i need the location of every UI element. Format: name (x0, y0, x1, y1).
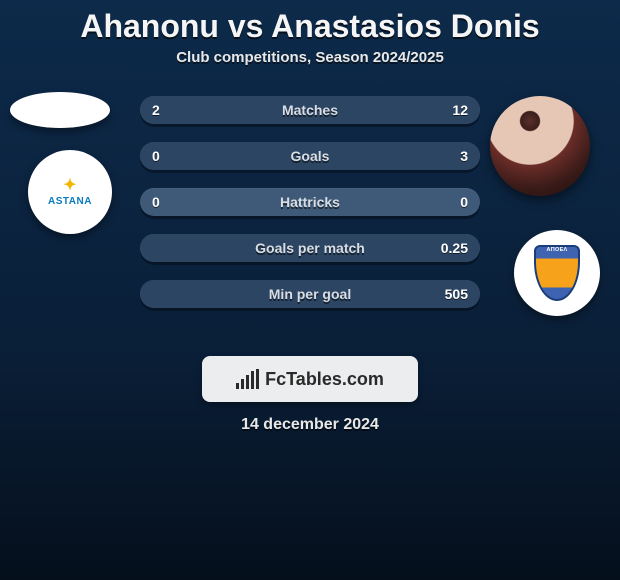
stat-row: 0.25Goals per match (140, 234, 480, 262)
stat-label: Goals per match (140, 234, 480, 262)
date-text: 14 december 2024 (0, 416, 620, 434)
stat-row: 03Goals (140, 142, 480, 170)
stat-row: 212Matches (140, 96, 480, 124)
player2-avatar (490, 96, 590, 196)
bars-icon (236, 369, 259, 389)
comparison-arena: ✦ ASTANA ΑΠΟΕΛ 212Matches 03Goals 00Hattri… (0, 96, 620, 346)
player2-club-name: ΑΠΟΕΛ (546, 247, 567, 253)
club-ball-icon: ✦ (63, 178, 76, 194)
player1-avatar (10, 92, 110, 128)
branding-text: FcTables.com (265, 369, 384, 390)
stat-row: 00Hattricks (140, 188, 480, 216)
stat-label: Min per goal (140, 280, 480, 308)
stat-label: Goals (140, 142, 480, 170)
shield-icon: ΑΠΟΕΛ (534, 245, 580, 301)
player1-club-badge: ✦ ASTANA (28, 150, 112, 234)
stat-label: Hattricks (140, 188, 480, 216)
page-title: Ahanonu vs Anastasios Donis (0, 0, 620, 49)
stat-label: Matches (140, 96, 480, 124)
stats-column: 212Matches 03Goals 00Hattricks 0.25Goals pe… (140, 96, 480, 326)
subtitle: Club competitions, Season 2024/2025 (0, 49, 620, 66)
player1-club-name: ASTANA (48, 196, 92, 207)
stat-row: 505Min per goal (140, 280, 480, 308)
branding-badge: FcTables.com (202, 356, 418, 402)
player2-club-badge: ΑΠΟΕΛ (514, 230, 600, 316)
